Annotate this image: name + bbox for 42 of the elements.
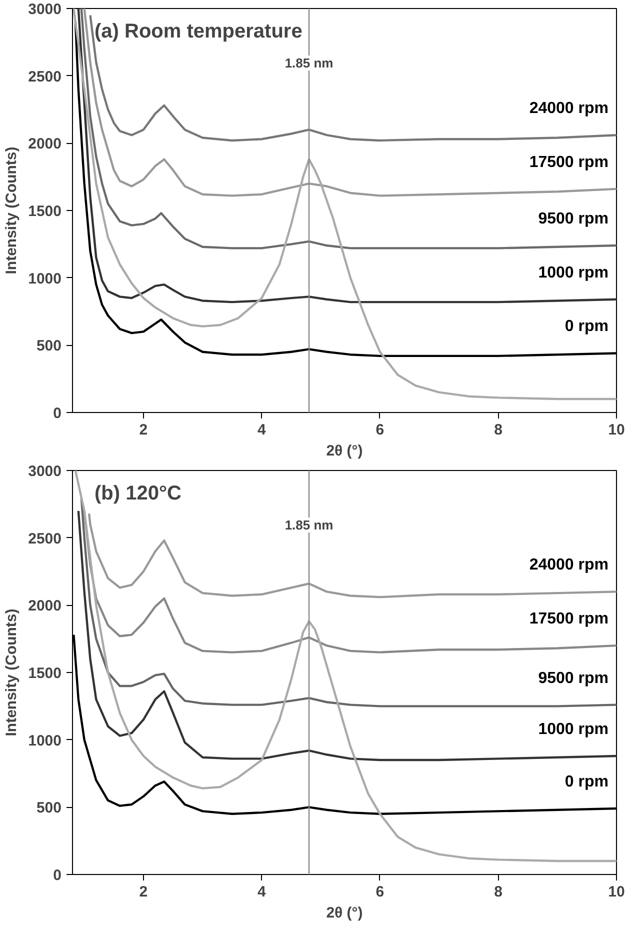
y-axis-title: Intensity (Counts) [3, 608, 20, 736]
y-tick-label: 2500 [28, 68, 62, 86]
x-axis-title: 2θ (°) [326, 904, 363, 922]
series-label: 24000 rpm [529, 100, 609, 118]
y-tick-label: 1000 [28, 732, 62, 750]
y-tick-label: 2000 [28, 136, 62, 153]
x-tick-label: 8 [494, 884, 502, 900]
series-label: 17500 rpm [529, 610, 609, 628]
y-tick-label: 3000 [28, 1, 62, 18]
y-tick-label: 3000 [28, 463, 62, 480]
series-label: 0 rpm [564, 318, 609, 336]
y-tick-label: 2000 [28, 598, 62, 615]
y-tick-label: 500 [36, 800, 62, 817]
x-tick-label: 4 [258, 884, 267, 900]
series-label: 1000 rpm [538, 720, 608, 738]
y-tick-label: 1500 [28, 203, 62, 220]
series-label: 17500 rpm [529, 154, 609, 171]
series-label: 24000 rpm [529, 556, 609, 574]
x-tick-label: 10 [608, 422, 625, 438]
x-axis-title: 2θ (°) [326, 442, 363, 460]
series-label: 9500 rpm [538, 210, 608, 228]
x-tick-label: 6 [376, 884, 384, 900]
ref-line-label: 1.85 nm [284, 518, 334, 532]
x-tick-label: 8 [494, 422, 502, 438]
x-tick-label: 4 [258, 422, 267, 438]
series-label: 0 rpm [564, 774, 609, 791]
y-tick-label: 0 [53, 867, 62, 884]
x-tick-label: 2 [139, 422, 148, 438]
x-tick-label: 2 [139, 884, 148, 900]
y-tick-label: 0 [53, 405, 62, 422]
series-label: 9500 rpm [538, 670, 608, 687]
x-tick-label: 6 [376, 422, 384, 438]
y-tick-label: 1000 [28, 270, 62, 288]
y-tick-label: 1500 [28, 665, 62, 682]
text: (b) 120°C [94, 482, 182, 504]
y-axis-title: Intensity (Counts) [3, 146, 20, 274]
x-tick-label: 10 [608, 884, 625, 900]
y-tick-label: 2500 [28, 530, 62, 548]
y-tick-label: 500 [36, 338, 62, 355]
series-label: 1000 rpm [538, 264, 608, 282]
ref-line-label: 1.85 nm [284, 56, 334, 70]
text: (a) Room temperature [94, 20, 302, 42]
